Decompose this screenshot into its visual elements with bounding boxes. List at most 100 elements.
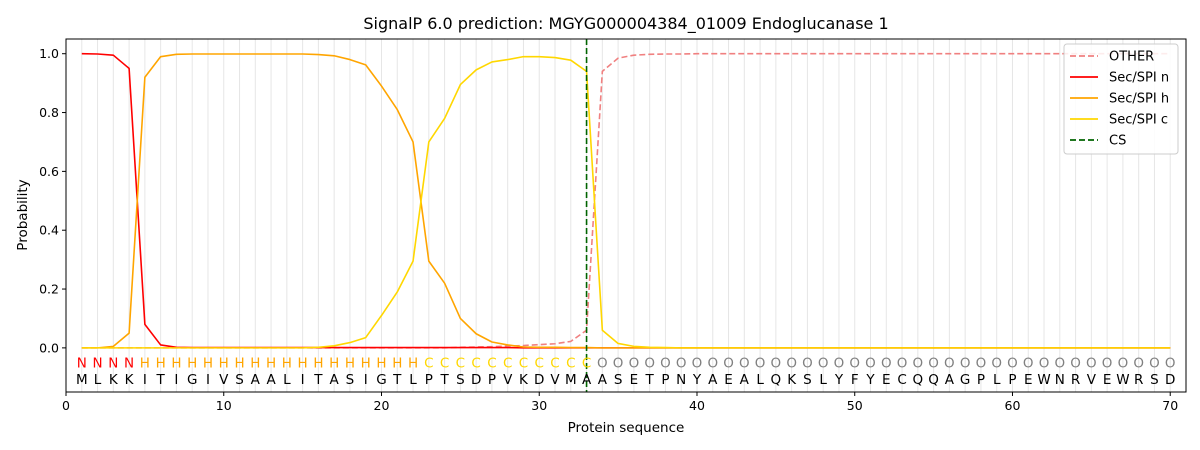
region-label: H <box>298 356 308 372</box>
residue-letter: K <box>787 372 797 388</box>
region-label: O <box>597 356 608 372</box>
residue-letter: E <box>724 372 733 388</box>
series-lines <box>81 52 1171 349</box>
residue-letter: S <box>803 372 812 388</box>
residue-letter: Y <box>865 372 875 388</box>
residue-letter: S <box>235 372 244 388</box>
region-label: C <box>582 356 591 372</box>
y-tick-label: 0.8 <box>39 105 59 120</box>
region-label: C <box>550 356 559 372</box>
y-axis-ticks: 0.0 0.2 0.4 0.6 0.8 1.0 <box>39 46 66 355</box>
residue-letter: I <box>206 372 210 388</box>
residue-letter: A <box>740 372 750 388</box>
residue-letter: K <box>519 372 529 388</box>
residue-letter: N <box>676 372 686 388</box>
residue-letter: L <box>756 372 764 388</box>
region-label: C <box>456 356 465 372</box>
residue-letter: M <box>76 372 88 388</box>
residue-letter: V <box>219 372 229 388</box>
series-line-sec-spi-c <box>81 55 1171 349</box>
residue-letter: W <box>1116 372 1129 388</box>
region-label: H <box>282 356 292 372</box>
region-label: N <box>77 356 87 372</box>
x-axis-ticks: 0 10 20 30 40 50 60 70 <box>62 392 1178 413</box>
legend-label: CS <box>1109 134 1126 149</box>
region-label: O <box>739 356 750 372</box>
region-label: C <box>503 356 512 372</box>
region-label: O <box>1054 356 1065 372</box>
residue-letter: V <box>1087 372 1097 388</box>
region-label: C <box>424 356 433 372</box>
region-label: O <box>865 356 876 372</box>
region-label: O <box>771 356 782 372</box>
residue-letter: P <box>1008 372 1016 388</box>
region-label: C <box>487 356 496 372</box>
region-label: H <box>408 356 418 372</box>
residue-letter: M <box>565 372 577 388</box>
region-label: O <box>613 356 624 372</box>
region-label: O <box>692 356 703 372</box>
residue-letter: Q <box>913 372 924 388</box>
region-label: H <box>156 356 166 372</box>
residue-letter: K <box>125 372 135 388</box>
y-tick-label: 0.4 <box>39 223 59 238</box>
residue-letter: P <box>977 372 985 388</box>
region-label: N <box>92 356 102 372</box>
residue-letter: N <box>1055 372 1065 388</box>
region-label: C <box>471 356 480 372</box>
x-tick-label: 10 <box>216 398 232 413</box>
residue-letter: T <box>392 372 402 388</box>
residue-letter: I <box>174 372 178 388</box>
residue-letter: V <box>503 372 513 388</box>
residue-letter: E <box>882 372 891 388</box>
region-label: O <box>881 356 892 372</box>
residue-letter: L <box>993 372 1001 388</box>
region-label: O <box>1102 356 1113 372</box>
residue-letter: S <box>1150 372 1159 388</box>
x-tick-label: 70 <box>1162 398 1178 413</box>
residue-letter: A <box>266 372 276 388</box>
residue-letter: V <box>550 372 560 388</box>
residue-letter: S <box>346 372 355 388</box>
residue-letter: T <box>156 372 166 388</box>
residue-letter: D <box>471 372 481 388</box>
legend: OTHER Sec/SPI n Sec/SPI h Sec/SPI c CS <box>1063 43 1179 155</box>
residue-letter: E <box>1024 372 1033 388</box>
legend-label: Sec/SPI n <box>1109 71 1169 86</box>
region-label: O <box>676 356 687 372</box>
region-label: O <box>1086 356 1097 372</box>
region-label: H <box>203 356 213 372</box>
region-label: H <box>329 356 339 372</box>
residue-letter: K <box>109 372 119 388</box>
y-tick-label: 0.0 <box>39 340 59 355</box>
residue-letter: D <box>1165 372 1175 388</box>
residue-letter: A <box>582 372 592 388</box>
residue-letter: I <box>301 372 305 388</box>
region-label: O <box>755 356 766 372</box>
residue-letter: T <box>645 372 655 388</box>
region-label: O <box>707 356 718 372</box>
region-label: O <box>1023 356 1034 372</box>
residue-letter: Y <box>692 372 702 388</box>
region-label: O <box>991 356 1002 372</box>
region-label: O <box>786 356 797 372</box>
region-label: O <box>660 356 671 372</box>
residue-letter: S <box>614 372 623 388</box>
residue-letter: L <box>409 372 417 388</box>
residue-letter: A <box>945 372 955 388</box>
residue-letter: G <box>376 372 386 388</box>
region-label: C <box>566 356 575 372</box>
region-label: H <box>171 356 181 372</box>
residue-letter: Q <box>771 372 782 388</box>
region-label: O <box>960 356 971 372</box>
region-label: H <box>266 356 276 372</box>
residue-letter: A <box>251 372 261 388</box>
region-label: H <box>361 356 371 372</box>
region-label: O <box>1039 356 1050 372</box>
region-label: O <box>834 356 845 372</box>
y-tick-label: 1.0 <box>39 46 59 61</box>
region-label: O <box>928 356 939 372</box>
region-label: H <box>345 356 355 372</box>
